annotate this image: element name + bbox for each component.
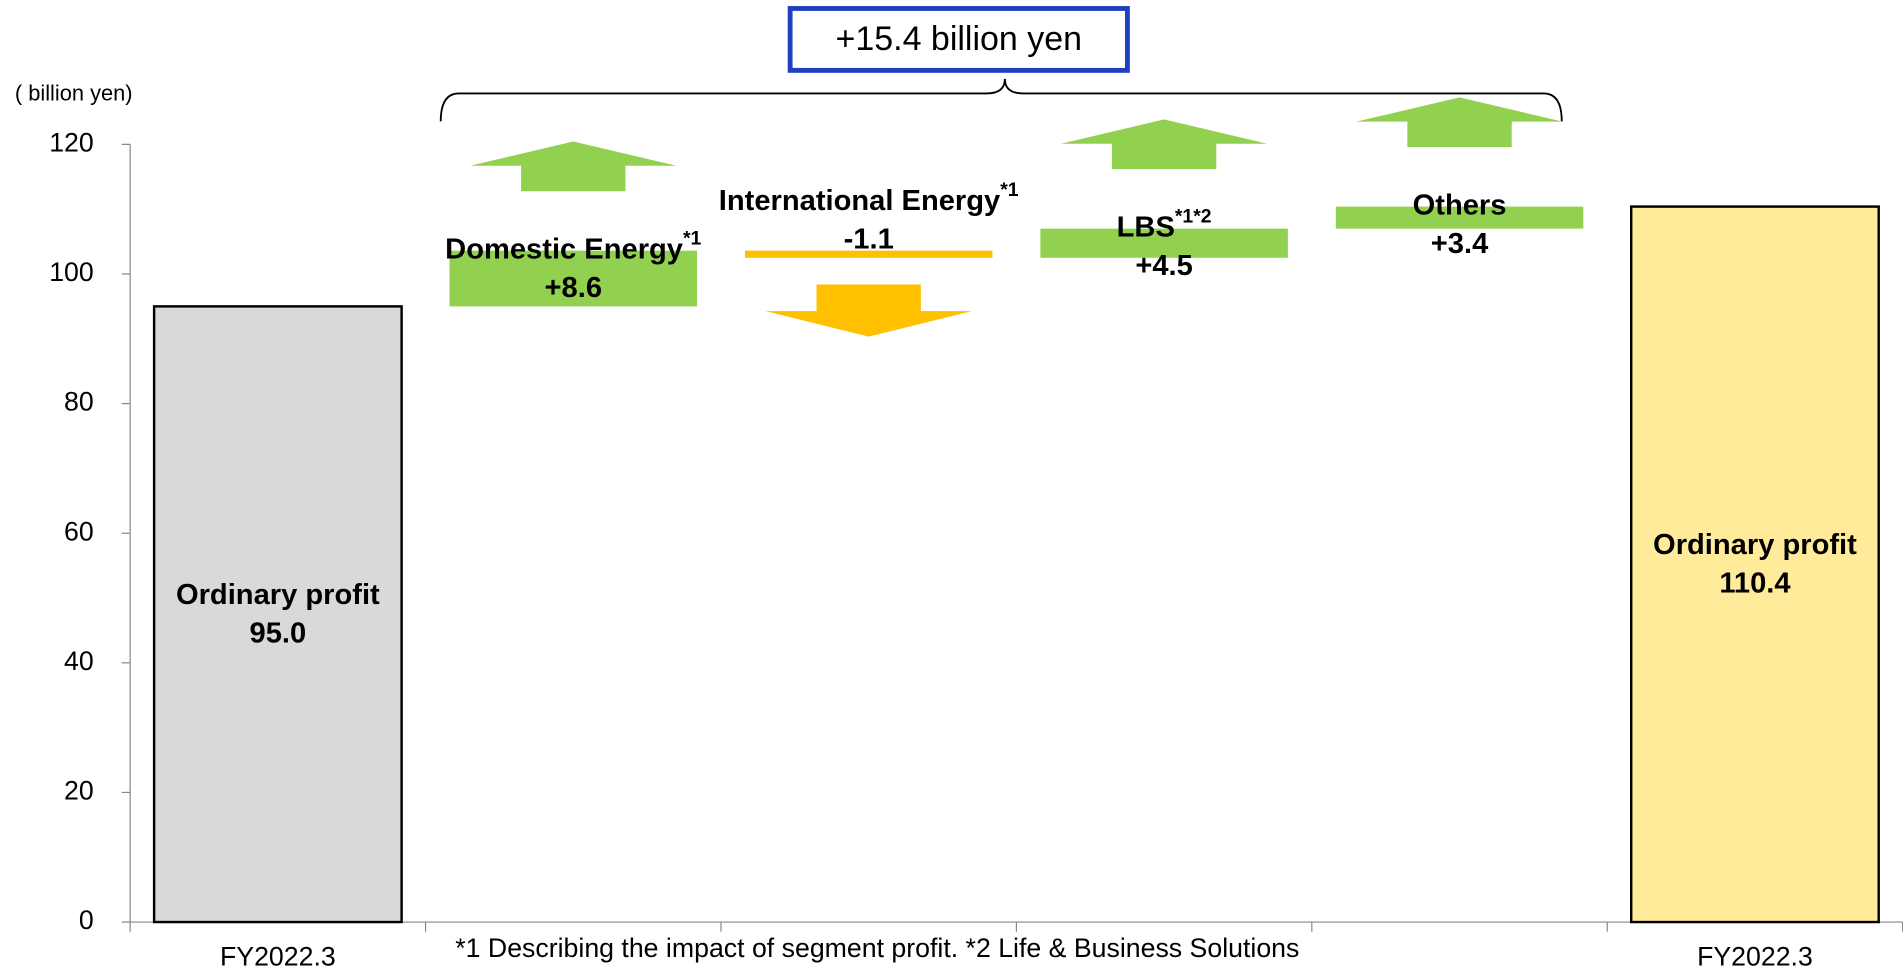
y-tick-label: 40 — [64, 646, 94, 676]
bar-name: Ordinary profit — [1653, 529, 1857, 561]
bar-label: LBS*1*2 — [1117, 206, 1212, 243]
value-label: 95.0 — [250, 618, 307, 650]
bar-name: Ordinary profit — [176, 579, 380, 611]
bar-label: Ordinary profit — [176, 579, 380, 611]
value-label: -1.1 — [844, 224, 894, 256]
value-label: +8.6 — [545, 272, 602, 304]
bar — [1629, 205, 1880, 924]
bar — [449, 250, 698, 307]
y-tick-label: 120 — [49, 127, 94, 157]
arrow — [765, 284, 972, 337]
x-tick-label: FY2022.3 — [1697, 941, 1813, 971]
arrow — [1356, 97, 1563, 148]
y-tick-label: 20 — [64, 775, 94, 805]
bar — [1335, 206, 1584, 229]
footnote: *1 Describing the impact of segment prof… — [455, 933, 1299, 963]
bar-note: *1 — [683, 228, 702, 250]
arrow — [470, 141, 677, 192]
bracket-box — [787, 6, 1130, 73]
arrow — [1060, 119, 1268, 170]
y-tick-label: 80 — [64, 387, 94, 417]
bar-label: Others — [1413, 189, 1507, 221]
bar-label: International Energy*1 — [719, 179, 1019, 216]
bar-name: LBS — [1117, 211, 1175, 243]
y-tick-label: 0 — [79, 905, 94, 935]
bracket — [439, 78, 1563, 122]
value-label: +3.4 — [1431, 228, 1489, 260]
x-tick-label: FY2022.3 — [220, 941, 336, 971]
bar-note: *1 — [1000, 179, 1019, 201]
unit-label: ( billion yen) — [15, 80, 133, 105]
bar-name: International Energy — [719, 185, 1001, 217]
value-label: 110.4 — [1719, 568, 1791, 600]
y-tick-label: 100 — [49, 257, 94, 287]
value-label: +4.5 — [1135, 250, 1192, 282]
bar — [152, 305, 403, 924]
bar-label: Domestic Energy*1 — [445, 228, 701, 265]
bar-name: Others — [1413, 189, 1507, 221]
bar — [744, 250, 993, 258]
bar-label: Ordinary profit — [1653, 529, 1857, 561]
bar — [1040, 228, 1288, 258]
y-tick-label: 60 — [64, 516, 94, 546]
bar-note: *1*2 — [1175, 206, 1212, 228]
bar-name: Domestic Energy — [445, 233, 684, 265]
bracket-label: +15.4 billion yen — [836, 20, 1082, 58]
